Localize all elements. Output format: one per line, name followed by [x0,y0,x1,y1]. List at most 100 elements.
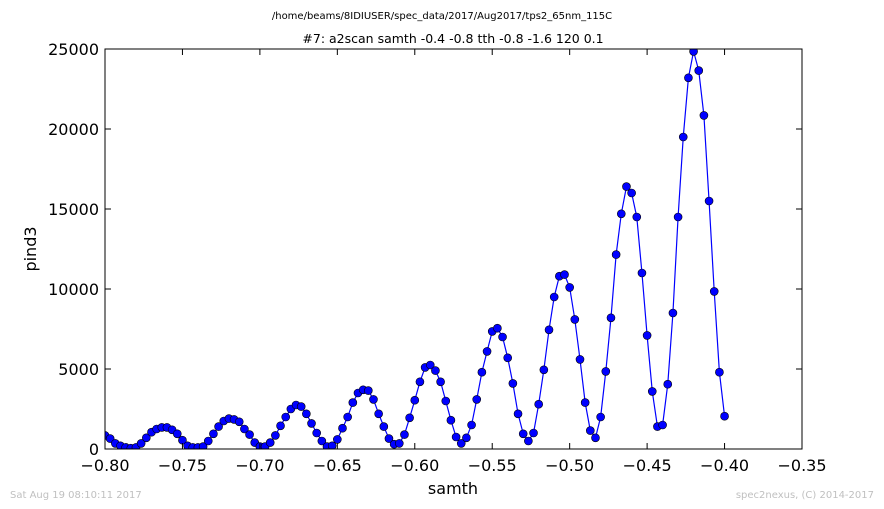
footer-credit: spec2nexus, (C) 2014-2017 [736,490,874,501]
data-point [534,399,543,409]
data-point [611,250,621,259]
data-point [446,415,456,425]
data-point [482,347,492,356]
plot-frame [104,48,803,450]
data-point [369,395,378,404]
data-point [451,432,461,442]
data-point [209,429,218,439]
data-point [327,441,337,449]
data-point [637,268,647,278]
data-point [477,367,487,377]
y-tick-label: 25000 [48,40,99,59]
data-point [198,442,208,449]
data-point [616,209,626,219]
data-point [312,428,321,438]
data-point [394,439,404,448]
data-point [296,402,306,411]
path-title: /home/beams/8IDIUSER/spec_data/2017/Aug2… [272,11,612,22]
data-point [203,436,213,446]
data-point [632,212,642,222]
data-point [529,428,538,438]
data-point [472,395,482,404]
data-point [586,426,595,435]
data-point [142,433,151,443]
data-point [348,398,358,407]
y-axis-label: pind3 [21,226,40,271]
y-tick-label: 10000 [48,280,99,299]
data-point [596,412,605,422]
x-tick-label: −0.65 [313,456,362,475]
x-tick-label: −0.40 [700,456,749,475]
series-line [105,51,726,449]
data-point [384,434,394,443]
data-point [317,436,327,446]
data-point [699,111,709,120]
data-point [513,409,523,419]
data-point [276,421,285,431]
x-tick-label: −0.70 [235,456,284,475]
data-point [307,419,316,428]
data-point [508,379,518,388]
data-point [364,386,373,395]
footer-timestamp: Sat Aug 19 08:10:11 2017 [10,490,142,501]
data-point [467,420,476,430]
data-point [415,377,425,387]
data-point [462,433,471,443]
data-point [642,331,652,340]
data-point [214,422,223,431]
data-point [265,438,275,447]
data-point [333,435,342,444]
data-point [580,398,590,407]
data-point [663,379,673,389]
data-point [549,292,559,302]
data-point [575,355,585,364]
plot-area [105,49,729,449]
x-tick-label: −0.80 [80,456,129,475]
data-point [704,196,714,206]
data-point [560,270,569,279]
data-point [343,412,352,422]
data-point [234,417,244,427]
data-point [565,283,574,292]
data-point [379,422,389,431]
data-point [668,308,678,318]
data-point [570,315,580,324]
data-point [400,430,409,439]
data-point [338,423,347,433]
data-point [441,396,451,406]
data-point [240,424,249,434]
data-point [436,377,445,387]
data-point [622,182,631,191]
data-point [694,66,704,75]
data-point [658,420,667,430]
series-layer [105,49,729,449]
data-point [684,73,693,83]
y-tick-label: 0 [89,440,99,459]
data-point [647,387,657,396]
data-point [720,411,729,421]
x-tick-label: −0.55 [468,456,517,475]
y-tick-label: 5000 [58,360,99,379]
data-point [503,353,513,363]
x-axis: −0.80 −0.75 −0.70 −0.65 −0.60 −0.55 −0.50 −0.45… [80,49,827,475]
data-point [374,409,383,419]
data-point [456,439,466,448]
data-point [498,332,507,342]
data-point [410,395,420,405]
x-tick-label: −0.45 [623,456,672,475]
data-point [601,367,611,376]
data-point [544,325,554,335]
chart-title: #7: a2scan samth -0.4 -0.8 tth -0.8 -1.6… [302,31,603,46]
data-point [136,439,146,448]
x-tick-label: −0.35 [777,456,826,475]
data-point [172,429,182,439]
data-point [524,436,533,446]
data-point [689,49,698,56]
data-point [302,409,311,419]
data-point [271,431,280,440]
data-point [281,412,291,422]
data-point [606,313,616,323]
data-point [627,188,636,198]
data-point [591,433,600,443]
data-point [245,430,254,439]
